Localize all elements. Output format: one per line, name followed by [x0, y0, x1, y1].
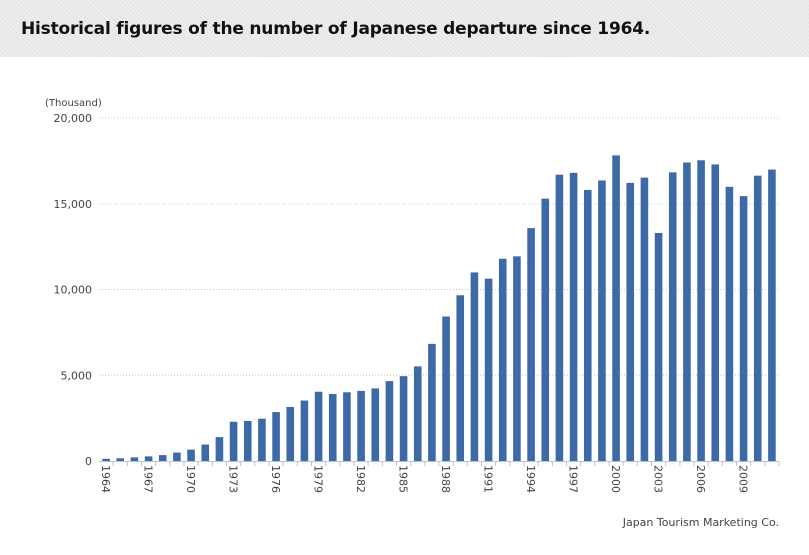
- y-axis-label: (Thousand): [45, 98, 102, 109]
- bar-1993: [513, 256, 521, 461]
- bar-1971: [201, 444, 210, 461]
- y-tick-label: 5,000: [61, 369, 93, 382]
- bar-1991: [484, 278, 493, 461]
- bar-1987: [428, 343, 436, 461]
- y-tick-label: 0: [85, 455, 92, 468]
- bar-1972: [215, 437, 224, 461]
- bar-1969: [173, 452, 181, 461]
- x-tick-label: 1979: [312, 465, 325, 493]
- bar-1986: [413, 366, 422, 461]
- x-tick-label: 1994: [524, 465, 537, 493]
- bar-2011: [768, 169, 776, 461]
- x-tick-label: 1967: [142, 465, 155, 493]
- bar-1968: [158, 455, 167, 461]
- bar-1964: [102, 458, 110, 461]
- bar-1982: [357, 390, 365, 461]
- bar-2000: [612, 155, 620, 461]
- x-tick-label: 1973: [227, 465, 240, 493]
- x-tick-label: 1964: [99, 465, 112, 493]
- bar-2001: [626, 182, 635, 461]
- bar-1989: [456, 295, 465, 461]
- bar-2007: [711, 164, 720, 461]
- bar-1970: [187, 449, 195, 461]
- x-tick-label: 1982: [354, 465, 367, 493]
- bar-1998: [583, 189, 592, 461]
- bar-1984: [385, 381, 394, 461]
- bar-1979: [314, 391, 323, 461]
- bar-1992: [498, 258, 507, 461]
- bar-2010: [753, 175, 762, 461]
- bar-1990: [470, 272, 479, 461]
- bar-1973: [229, 421, 238, 461]
- bar-2005: [683, 162, 691, 461]
- x-tick-label: 1997: [567, 465, 580, 493]
- page-title: Historical figures of the number of Japa…: [21, 19, 651, 39]
- bar-1996: [555, 174, 564, 461]
- bar-1999: [598, 180, 606, 461]
- x-tick-label: 2003: [652, 465, 665, 493]
- x-tick-label: 1970: [184, 465, 197, 493]
- x-tick-label: 2009: [737, 465, 750, 493]
- bar-1997: [569, 172, 578, 461]
- bar-1985: [399, 376, 408, 461]
- bar-1981: [343, 392, 351, 461]
- header-banner: Historical figures of the number of Japa…: [0, 0, 809, 57]
- x-tick-label: 2006: [694, 465, 707, 493]
- bar-1988: [442, 316, 450, 461]
- credit-text: Japan Tourism Marketing Co.: [622, 516, 779, 529]
- y-tick-label: 15,000: [54, 198, 93, 211]
- x-tick-label: 1976: [269, 465, 282, 493]
- bar-1966: [130, 457, 139, 461]
- bar-1980: [328, 393, 337, 461]
- x-tick-label: 1985: [397, 465, 410, 493]
- bar-1983: [371, 388, 380, 461]
- x-tick-label: 2000: [609, 465, 622, 493]
- bar-1965: [116, 458, 125, 461]
- bar-1978: [300, 400, 309, 461]
- bar-1994: [527, 228, 535, 461]
- bar-2004: [668, 172, 677, 462]
- bar-2006: [697, 160, 705, 461]
- bar-2008: [725, 186, 734, 462]
- y-tick-label: 20,000: [54, 112, 93, 125]
- bar-1967: [144, 456, 153, 461]
- bar-2002: [640, 177, 649, 461]
- x-tick-label: 1988: [439, 465, 452, 493]
- bar-2003: [654, 232, 663, 461]
- bar-2009: [739, 196, 748, 461]
- bar-1974: [243, 420, 252, 461]
- x-tick-label: 1991: [482, 465, 495, 493]
- bar-1975: [258, 418, 266, 461]
- bar-1977: [286, 406, 295, 461]
- y-tick-label: 10,000: [54, 284, 93, 297]
- bar-1976: [272, 412, 280, 461]
- bar-1995: [541, 198, 550, 462]
